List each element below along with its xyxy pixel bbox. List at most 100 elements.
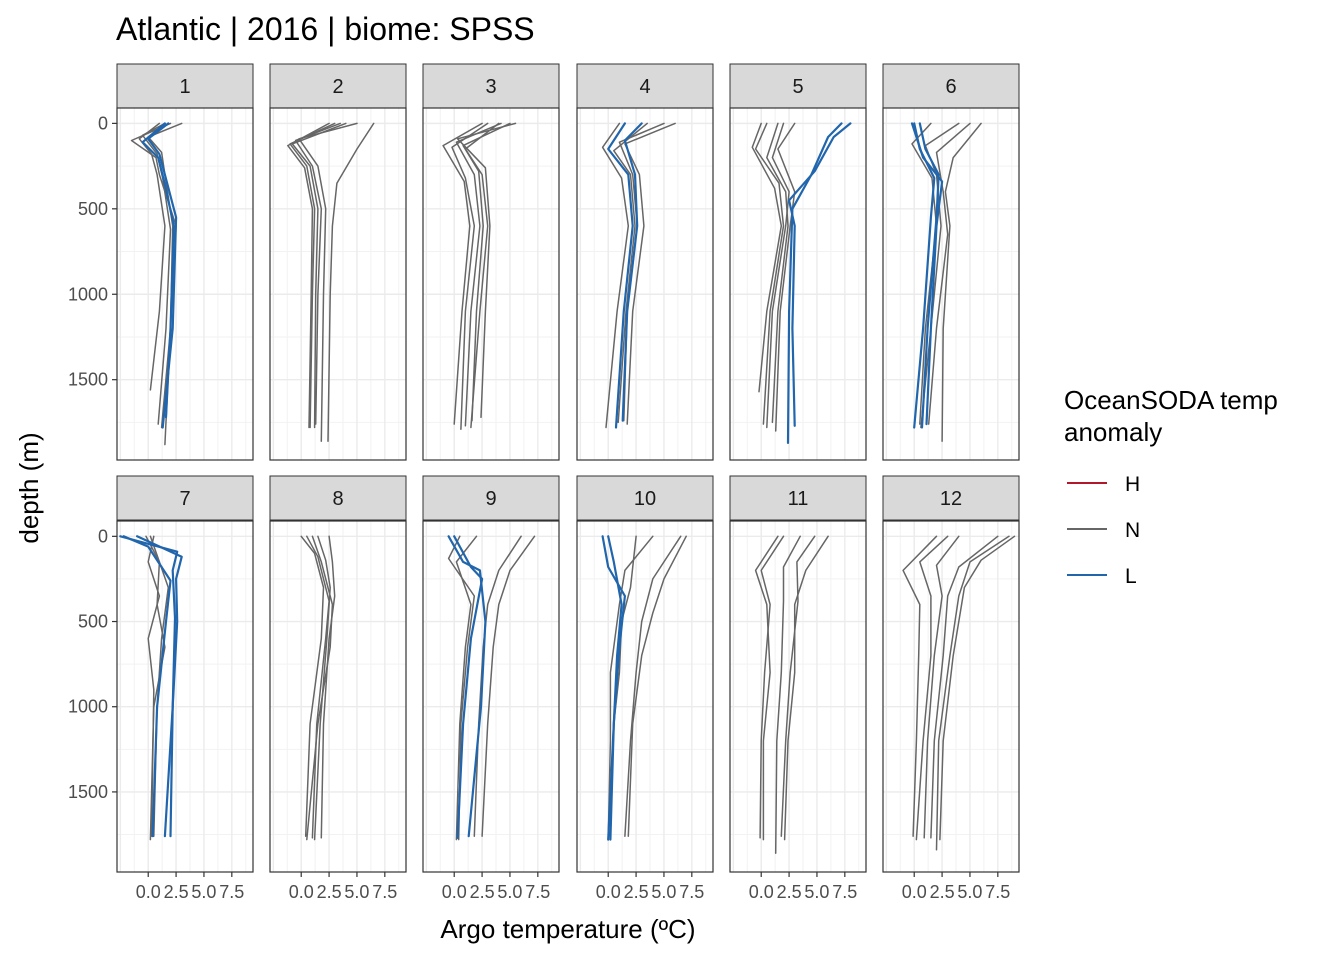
- series-line-l: [453, 535, 484, 840]
- facet-strip-label: 7: [179, 488, 190, 510]
- series-line-n: [941, 122, 982, 442]
- facet-strip-label: 5: [792, 76, 803, 98]
- chart-title: Atlantic | 2016 | biome: SPSS: [116, 11, 535, 47]
- series-line-n: [442, 122, 483, 425]
- series-line-l: [621, 122, 643, 422]
- series-line-n: [147, 535, 161, 837]
- facet-panel-9: 9 0.0 2.5 5.0 7.5: [422, 475, 560, 902]
- x-tick-label: 2.5: [624, 882, 649, 902]
- series-line-l: [601, 535, 627, 841]
- facet-panel-4: 4: [576, 63, 714, 461]
- series-line-n: [627, 535, 687, 837]
- x-tick-label: 5.0: [497, 882, 522, 902]
- panel-border: [576, 107, 714, 461]
- panel-border: [116, 107, 254, 461]
- legend-label-n: N: [1125, 519, 1140, 542]
- panel-background: [270, 521, 406, 872]
- facet-panel-3: 3: [422, 63, 560, 461]
- series-line-n: [451, 122, 489, 430]
- facet-strip: [729, 475, 867, 521]
- series-line-n: [923, 535, 960, 839]
- series-line-n: [298, 122, 358, 442]
- series-line-l: [122, 535, 172, 838]
- series-line-l: [141, 122, 175, 419]
- facet-strip-label: 1: [179, 76, 190, 98]
- x-tick-label: 2.5: [317, 882, 342, 902]
- facet-strip-label: 2: [332, 76, 343, 98]
- series-line-n: [601, 122, 630, 429]
- facet-panel-6: 6: [882, 63, 1020, 461]
- series-line-n: [462, 122, 511, 422]
- panel-border: [269, 520, 407, 873]
- facet-panel-2: 2: [269, 63, 407, 461]
- series-line-n: [783, 535, 829, 841]
- series-line-n: [300, 535, 325, 837]
- series-line-n: [927, 122, 971, 425]
- facet-strip: [116, 475, 254, 521]
- series-line-n: [138, 122, 166, 391]
- panel-border: [422, 520, 560, 873]
- y-tick-label: 500: [78, 612, 108, 632]
- facet-strip-label: 3: [485, 76, 496, 98]
- series-line-n: [774, 535, 801, 855]
- series-line-n: [624, 122, 676, 425]
- y-tick-label: 0: [98, 526, 108, 546]
- x-tick-label: 2.5: [470, 882, 495, 902]
- y-axis-title: depth (m): [14, 432, 44, 543]
- legend-title-line-2: anomaly: [1064, 417, 1162, 447]
- facet-strip-label: 6: [945, 76, 956, 98]
- x-tick-label: 7.5: [679, 882, 704, 902]
- legend-label-h: H: [1125, 473, 1140, 496]
- series-line-n: [613, 122, 648, 424]
- panel-border: [882, 107, 1020, 461]
- y-tick-label: 1000: [68, 284, 108, 304]
- series-line-n: [313, 535, 331, 841]
- x-tick-label: 7.5: [372, 882, 397, 902]
- facet-panel-8: 8 0.0 2.5 5.0 7.5: [269, 475, 407, 902]
- facet-strip-label: 8: [332, 488, 343, 510]
- facet-strip: [576, 475, 714, 521]
- x-tick-label: 0.0: [442, 882, 467, 902]
- series-line-n: [766, 122, 789, 424]
- x-tick-label: 0.0: [596, 882, 621, 902]
- facet-strip: [882, 475, 1020, 521]
- series-line-n: [291, 122, 347, 429]
- facet-strip-label: 11: [788, 488, 809, 510]
- panel-background: [423, 521, 559, 872]
- panel-background: [577, 108, 713, 460]
- series-line-n: [320, 535, 336, 839]
- legend-title-line-1: OceanSODA temp: [1064, 385, 1278, 415]
- facet-strip-label: 4: [639, 76, 650, 98]
- y-tick-label: 500: [78, 199, 108, 219]
- x-tick-label: 0.0: [902, 882, 927, 902]
- panel-background: [730, 108, 866, 460]
- series-line-n: [754, 535, 779, 841]
- x-tick-label: 7.5: [832, 882, 857, 902]
- panel-background: [730, 521, 866, 872]
- x-tick-label: 0.0: [136, 882, 161, 902]
- series-line-n: [751, 122, 783, 393]
- y-tick-label: 0: [98, 113, 108, 133]
- series-line-l: [119, 535, 179, 838]
- series-line-l: [918, 122, 940, 429]
- series-line-n: [464, 122, 500, 429]
- x-tick-label: 7.5: [985, 882, 1010, 902]
- panel-border: [116, 520, 254, 873]
- panel-border: [269, 107, 407, 461]
- facet-panel-10: 10 0.0 2.5 5.0 7.5: [576, 475, 714, 902]
- facet-panel-5: 5: [729, 63, 867, 461]
- series-line-n: [624, 535, 682, 837]
- facet-panel-11: 11 0.0 2.5 5.0 7.5: [729, 475, 867, 902]
- facet-strip: [422, 475, 560, 521]
- series-line-n: [287, 122, 330, 429]
- series-line-n: [327, 122, 375, 442]
- legend-label-l: L: [1125, 565, 1137, 588]
- series-line-n: [607, 535, 654, 841]
- panel-background: [270, 108, 406, 460]
- series-line-l: [910, 122, 944, 426]
- x-tick-label: 2.5: [164, 882, 189, 902]
- x-tick-label: 2.5: [777, 882, 802, 902]
- facet-panel-7: 7 0 500 1000 1500 0.0 2.5 5.0 7.5: [68, 475, 254, 902]
- panel-background: [423, 108, 559, 460]
- panel-background: [117, 521, 253, 872]
